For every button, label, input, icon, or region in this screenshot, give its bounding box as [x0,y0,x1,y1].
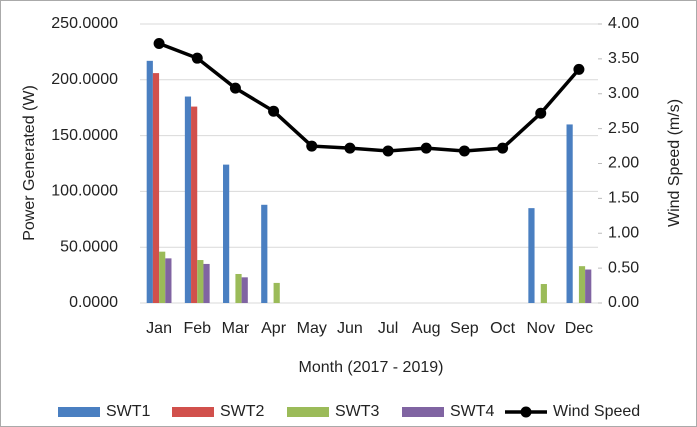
bar [241,277,248,303]
y2-tick-label: 0.50 [608,259,639,276]
line-marker [420,142,432,154]
x-tick-label: Aug [412,320,440,337]
line-marker [229,82,241,94]
legend-swatch [287,407,329,417]
line-marker [497,142,509,154]
bar [203,263,210,303]
x-tick-label: Jul [378,320,398,337]
y2-tick-label: 3.00 [608,85,639,102]
y2-tick-label: 2.50 [608,120,639,137]
line-marker [458,145,470,157]
bar [235,273,242,303]
bar [191,106,198,303]
x-tick-label: Apr [261,320,287,337]
legend-swatch [172,407,214,417]
x-tick-label: Nov [527,320,555,337]
x-tick-label: Feb [183,320,211,337]
legend-label: SWT3 [335,403,380,420]
bar [152,73,160,303]
bar [261,204,268,303]
y-tick-label: 100.0000 [51,183,118,200]
line-marker [535,107,547,119]
line-marker [573,63,585,75]
bar [273,282,280,303]
legend-label: SWT1 [106,403,151,420]
legend-swatch [58,407,100,417]
y2-tick-label: 4.00 [608,15,639,32]
x-tick-label: Jun [337,320,363,337]
bar [197,260,204,303]
x-tick-label: Mar [222,320,250,337]
line-marker [306,140,318,152]
bar [540,284,547,303]
y-tick-label: 150.0000 [51,127,118,144]
y-tick-label: 200.0000 [51,71,118,88]
line-marker [344,142,356,154]
line-marker [153,38,165,50]
y-tick-label: 0.0000 [69,294,118,311]
bar [585,269,592,303]
y2-tick-label: 1.00 [608,224,639,241]
legend-label: Wind Speed [553,403,640,420]
x-tick-label: Jan [146,320,172,337]
bar [223,164,230,303]
x-tick-label: Sep [450,320,479,337]
x-axis-label: Month (2017 - 2019) [299,359,444,376]
x-tick-label: Oct [490,320,515,337]
legend-label: SWT2 [220,403,265,420]
y2-tick-label: 2.00 [608,155,639,172]
legend-swatch [402,407,444,417]
line [158,41,581,153]
bar [159,251,166,303]
bar [566,124,573,303]
x-tick-label: Dec [565,320,593,337]
y2-axis-label: Wind Speed (m/s) [666,99,683,227]
y-tick-label: 50.0000 [60,238,118,255]
y-tick-label: 250.0000 [51,15,118,32]
y2-tick-label: 0.00 [608,294,639,311]
legend-label: SWT4 [450,403,495,420]
bar [146,60,153,303]
bar [184,96,192,303]
line-marker [191,52,203,64]
y2-tick-label: 1.50 [608,190,639,207]
line-marker [382,145,394,157]
bar [528,208,535,303]
line-marker [268,105,280,117]
legend-marker [520,406,532,418]
x-tick-label: May [297,320,327,337]
bar [165,258,172,303]
y2-tick-label: 3.50 [608,50,639,67]
bar [578,266,586,303]
y-axis-label: Power Generated (W) [21,85,38,241]
